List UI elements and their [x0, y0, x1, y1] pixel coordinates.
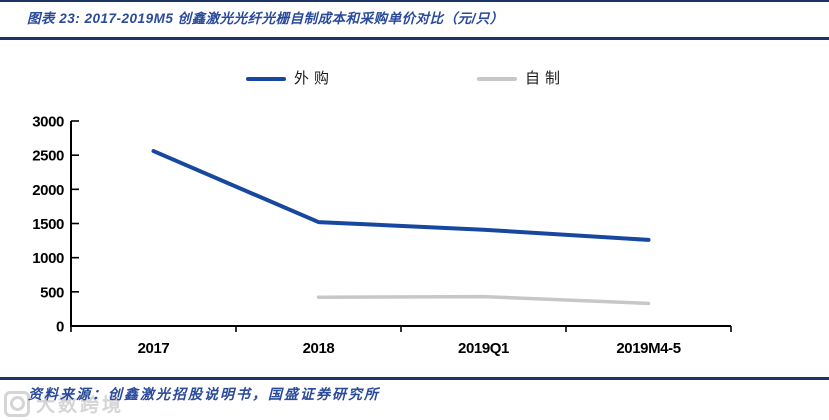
- legend-item-zizhi: 自制: [477, 68, 565, 90]
- y-tick-label: 0: [56, 319, 64, 336]
- lens-circle-icon: [9, 396, 25, 411]
- x-tick-label: 2019M4-5: [616, 340, 680, 357]
- series-line-0: [151, 149, 651, 242]
- y-tick-label: 1500: [32, 216, 64, 233]
- y-tick-label: 2000: [32, 182, 64, 199]
- series-line-1: [316, 294, 651, 306]
- x-tick-label: 2017: [138, 340, 170, 357]
- x-tick-label: 2019Q1: [458, 340, 509, 357]
- title-rule: [0, 37, 829, 40]
- camera-logo-icon: [4, 390, 30, 417]
- waigou-line-swatch: [246, 77, 286, 81]
- top-rule: [0, 0, 829, 2]
- line-chart: 0 500 1000 1500 2000 2500 3000 2017 2018 2019Q1 20…: [0, 100, 829, 370]
- y-tick-label: 500: [40, 284, 64, 301]
- chart-canvas: 0 500 1000 1500 2000 2500 3000 2017 2018 2019Q1 20…: [32, 114, 732, 357]
- watermark: 大数跨境: [4, 390, 124, 417]
- source-note: 资料来源：创鑫激光招股说明书，国盛证券研究所: [28, 388, 380, 403]
- legend-label-waigou: 外购: [294, 71, 335, 87]
- watermark-text: 大数跨境: [36, 395, 125, 416]
- legend-label-zizhi: 自制: [525, 71, 566, 87]
- footer-rule: [0, 377, 829, 380]
- legend: 外购 自制: [0, 68, 829, 90]
- y-tick-label: 2500: [32, 148, 64, 165]
- y-tick-label: 3000: [32, 114, 64, 131]
- y-tick-label: 1000: [32, 250, 64, 267]
- figure-title: 图表 23: 2017-2019M5 创鑫激光光纤光栅自制成本和采购单价对比（元…: [27, 11, 504, 26]
- zizhi-line-swatch: [477, 77, 517, 81]
- x-tick-label: 2018: [303, 340, 335, 357]
- legend-item-waigou: 外购: [246, 68, 334, 90]
